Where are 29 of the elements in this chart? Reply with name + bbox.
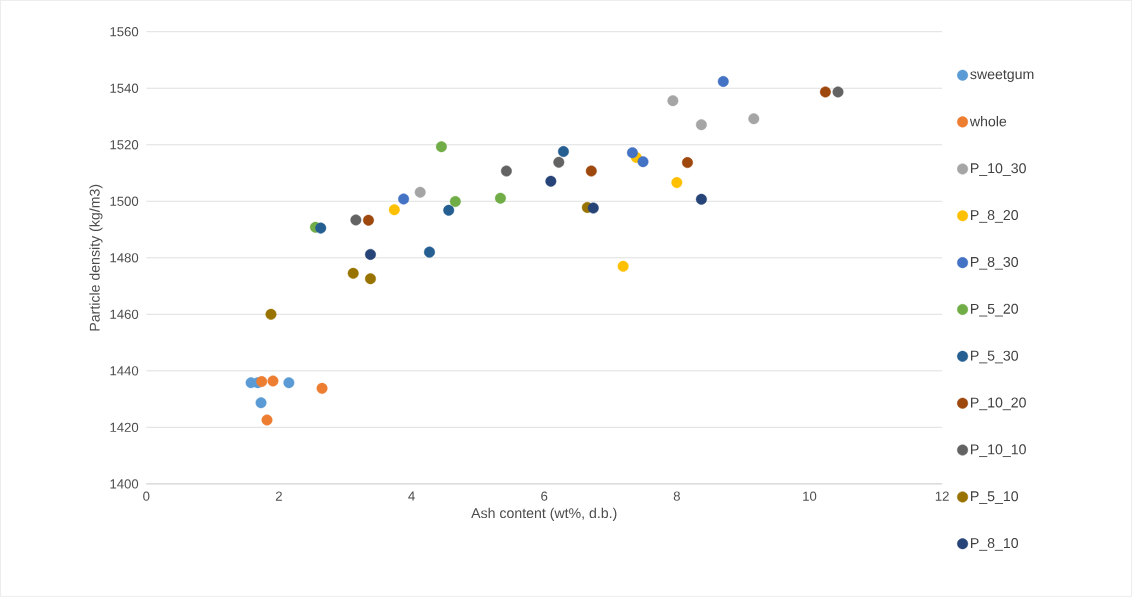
- y-tick-label: 1460: [110, 309, 139, 320]
- x-tick-label: 0: [143, 491, 150, 501]
- legend-label: P_8_30: [971, 257, 1019, 270]
- x-tick-label: 12: [935, 491, 949, 501]
- y-tick-label: 1420: [110, 422, 139, 433]
- x-tick-label: 4: [408, 491, 415, 501]
- legend-label: sweetgum: [970, 70, 1034, 83]
- y-tick-label: 1540: [110, 83, 139, 94]
- y-tick-label: 1500: [110, 196, 139, 207]
- y-tick-label: 1440: [110, 366, 139, 376]
- legend-label: P_5_30: [971, 350, 1019, 364]
- legend-label: P_10_30: [971, 163, 1026, 177]
- x-tick-label: 6: [541, 491, 548, 501]
- y-tick-label: 1560: [110, 27, 139, 37]
- y-tick-label: 1480: [110, 253, 139, 263]
- x-tick-label: 10: [803, 491, 817, 501]
- legend-label: P_8_10: [971, 538, 1019, 551]
- legend-label: P_5_10: [971, 491, 1019, 505]
- legend-label: P_10_10: [971, 444, 1026, 458]
- legend-label: P_10_20: [971, 397, 1026, 411]
- legend-label: P_8_20: [971, 210, 1019, 223]
- y-axis-title: Particle density (kg/m3): [89, 184, 103, 331]
- y-tick-label: 1520: [110, 140, 139, 150]
- y-tick-label: 1400: [110, 479, 139, 489]
- x-axis-title: Ash content (wt%, d.b.): [471, 507, 617, 522]
- x-tick-label: 8: [673, 491, 680, 501]
- x-tick-label: 2: [275, 491, 282, 501]
- legend-label: P_5_20: [971, 303, 1019, 317]
- legend-label: whole: [969, 116, 1007, 127]
